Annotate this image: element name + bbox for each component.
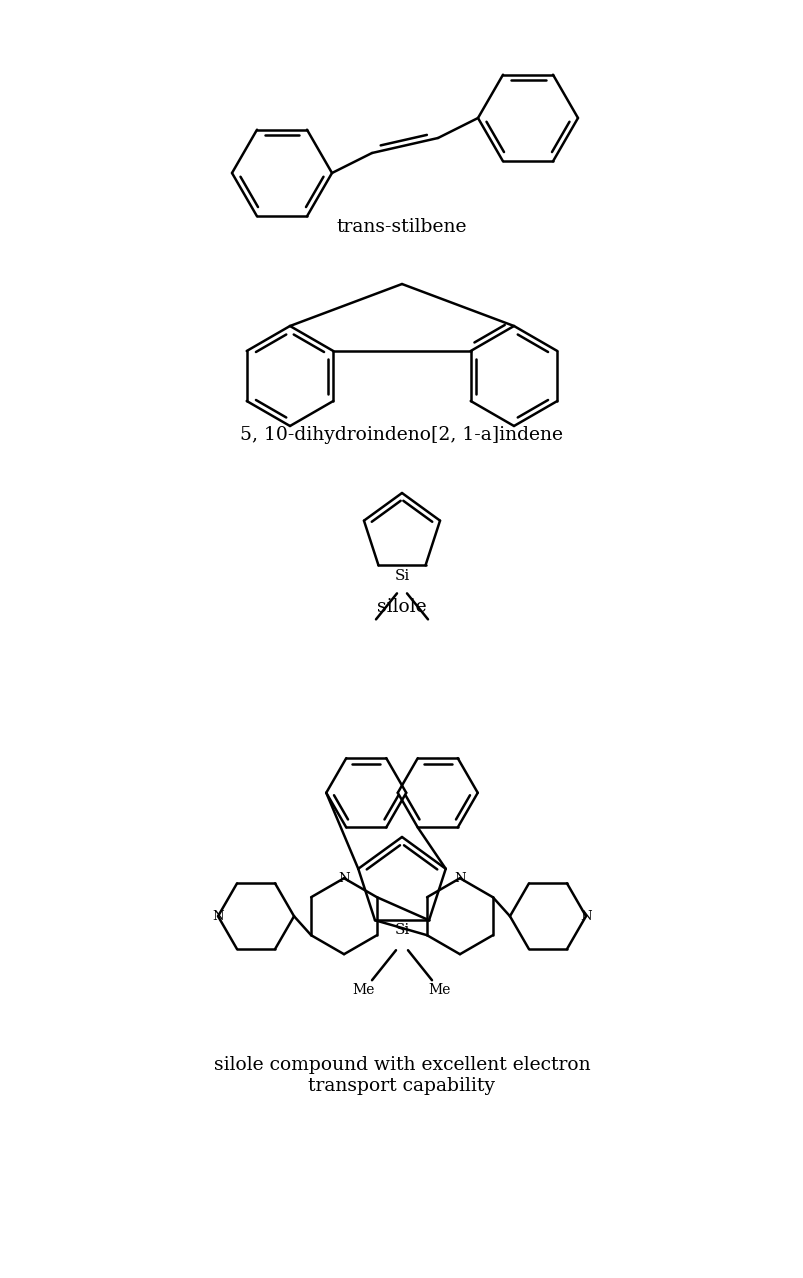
- Text: silole: silole: [377, 598, 426, 616]
- Text: N: N: [454, 872, 465, 884]
- Text: Me: Me: [353, 983, 375, 997]
- Text: N: N: [212, 910, 223, 923]
- Text: Si: Si: [394, 570, 409, 583]
- Text: trans-stilbene: trans-stilbene: [336, 219, 467, 236]
- Text: Si: Si: [394, 923, 409, 937]
- Text: 5, 10-dihydroindeno[2, 1-a]indene: 5, 10-dihydroindeno[2, 1-a]indene: [240, 426, 563, 443]
- Text: silole compound with excellent electron
transport capability: silole compound with excellent electron …: [214, 1056, 589, 1095]
- Text: N: N: [580, 910, 591, 923]
- Text: Me: Me: [428, 983, 450, 997]
- Text: N: N: [338, 872, 349, 884]
